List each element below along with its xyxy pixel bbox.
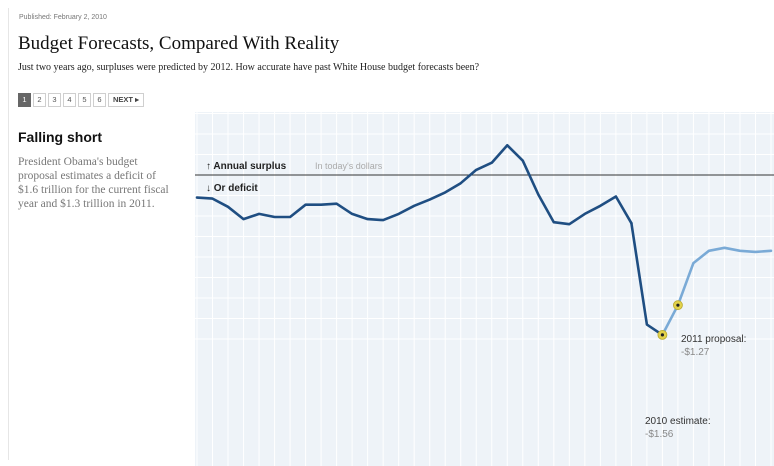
annotation-value-1: -$1.27 — [681, 347, 710, 358]
annotation-point-center-0 — [660, 333, 665, 337]
page-5-button[interactable]: 5 — [78, 93, 91, 107]
page-3-button[interactable]: 3 — [48, 93, 61, 107]
series-line-actual-1 — [630, 221, 664, 337]
annotation-value-0: -$1.56 — [645, 429, 674, 440]
pagination: 1 2 3 4 5 6 NEXT ▸ — [18, 93, 144, 107]
page-subtitle: Just two years ago, surpluses were predi… — [18, 62, 480, 73]
annotation-label-1: 2011 proposal: — [681, 334, 746, 345]
surplus-units-label: In today's dollars — [315, 161, 383, 171]
page-6-button[interactable]: 6 — [93, 93, 106, 107]
surplus-label: ↑ Annual surplus — [206, 161, 287, 172]
page-4-button[interactable]: 4 — [63, 93, 76, 107]
annotation-label-0: 2010 estimate: — [645, 416, 711, 427]
annotation-point-center-1 — [676, 303, 680, 307]
deficit-label: ↓ Or deficit — [206, 183, 258, 194]
page-1-button[interactable]: 1 — [18, 93, 31, 107]
next-button[interactable]: NEXT ▸ — [108, 93, 144, 107]
series-line-actual-0 — [195, 144, 633, 226]
page-title: Budget Forecasts, Compared With Reality — [18, 33, 340, 54]
sidebar-heading: Falling short — [18, 129, 102, 145]
page-frame — [8, 8, 767, 460]
published-date: Published: February 2, 2010 — [19, 14, 107, 21]
sidebar-body: President Obama's budget proposal estima… — [18, 156, 169, 210]
series-line-projection-2 — [661, 246, 773, 337]
page-2-button[interactable]: 2 — [33, 93, 46, 107]
